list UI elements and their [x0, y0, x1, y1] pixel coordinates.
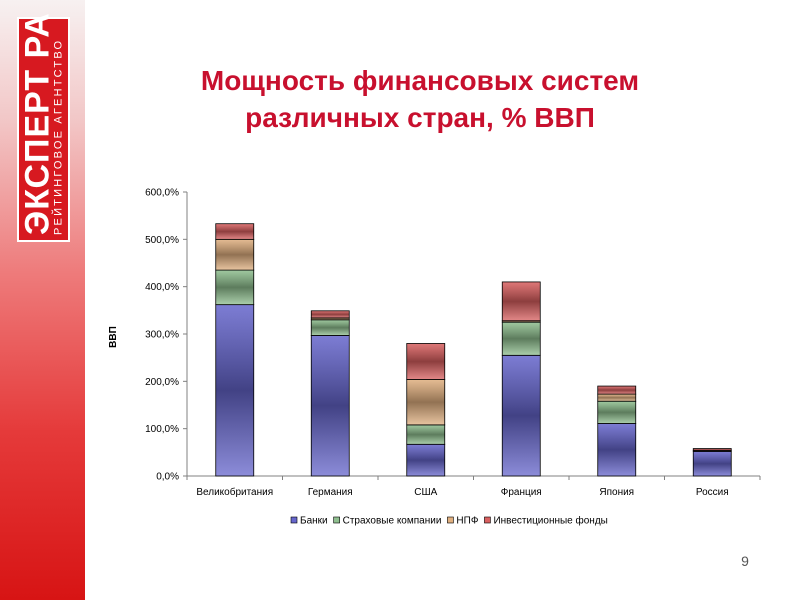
legend-swatch: [484, 516, 491, 524]
legend-label: НПФ: [456, 516, 478, 527]
bar-segment: [501, 281, 541, 322]
x-category-label: США: [414, 487, 437, 498]
bar-segment: [310, 319, 350, 336]
legend-swatch: [290, 516, 298, 524]
bar-segment: [215, 269, 255, 306]
bar-segment: [692, 450, 732, 477]
y-axis-label: ВВП: [108, 326, 119, 348]
x-category-label: Германия: [308, 487, 353, 498]
page-number: 9: [741, 553, 749, 569]
y-tick-label: 300,0%: [145, 330, 179, 341]
bar-segment: [406, 379, 446, 426]
bar-segment: [501, 321, 541, 356]
x-category-label: Великобритания: [196, 486, 273, 498]
bar-segment: [215, 223, 255, 240]
bar-segment: [406, 424, 446, 445]
y-tick-label: 400,0%: [145, 282, 179, 293]
y-tick-label: 500,0%: [145, 235, 179, 246]
x-category-label: Франция: [501, 487, 542, 498]
legend-label: Инвестиционные фонды: [493, 515, 607, 527]
bar-segment: [406, 443, 446, 477]
x-category-label: Япония: [599, 487, 634, 498]
bar-segment: [501, 354, 541, 477]
y-tick-label: 200,0%: [145, 377, 179, 388]
bar-segment: [215, 238, 255, 271]
bar-segment: [406, 343, 446, 380]
bar-segment: [692, 448, 732, 451]
bar-segment: [215, 304, 255, 477]
bar-segment: [597, 423, 637, 477]
legend-label: Страховые компании: [343, 516, 442, 527]
y-tick-label: 100,0%: [145, 424, 179, 435]
bar-segment: [597, 400, 637, 424]
slide-title: Мощность финансовых систем различных стр…: [200, 65, 640, 133]
bar-segment: [310, 335, 350, 477]
bar-segment: [597, 385, 637, 395]
y-tick-label: 600,0%: [145, 188, 179, 199]
legend-label: Банки: [300, 516, 328, 527]
bar-segment: [310, 310, 350, 319]
x-category-label: Россия: [696, 487, 729, 498]
legend-swatch: [333, 516, 340, 524]
legend-swatch: [447, 516, 454, 524]
agency-logo: ЭКСПЕРТ РА РЕЙТИНГОВОЕ АГЕНТСТВО: [17, 12, 70, 242]
y-tick-label: 0,0%: [156, 472, 179, 483]
bar-segment: [597, 393, 637, 402]
